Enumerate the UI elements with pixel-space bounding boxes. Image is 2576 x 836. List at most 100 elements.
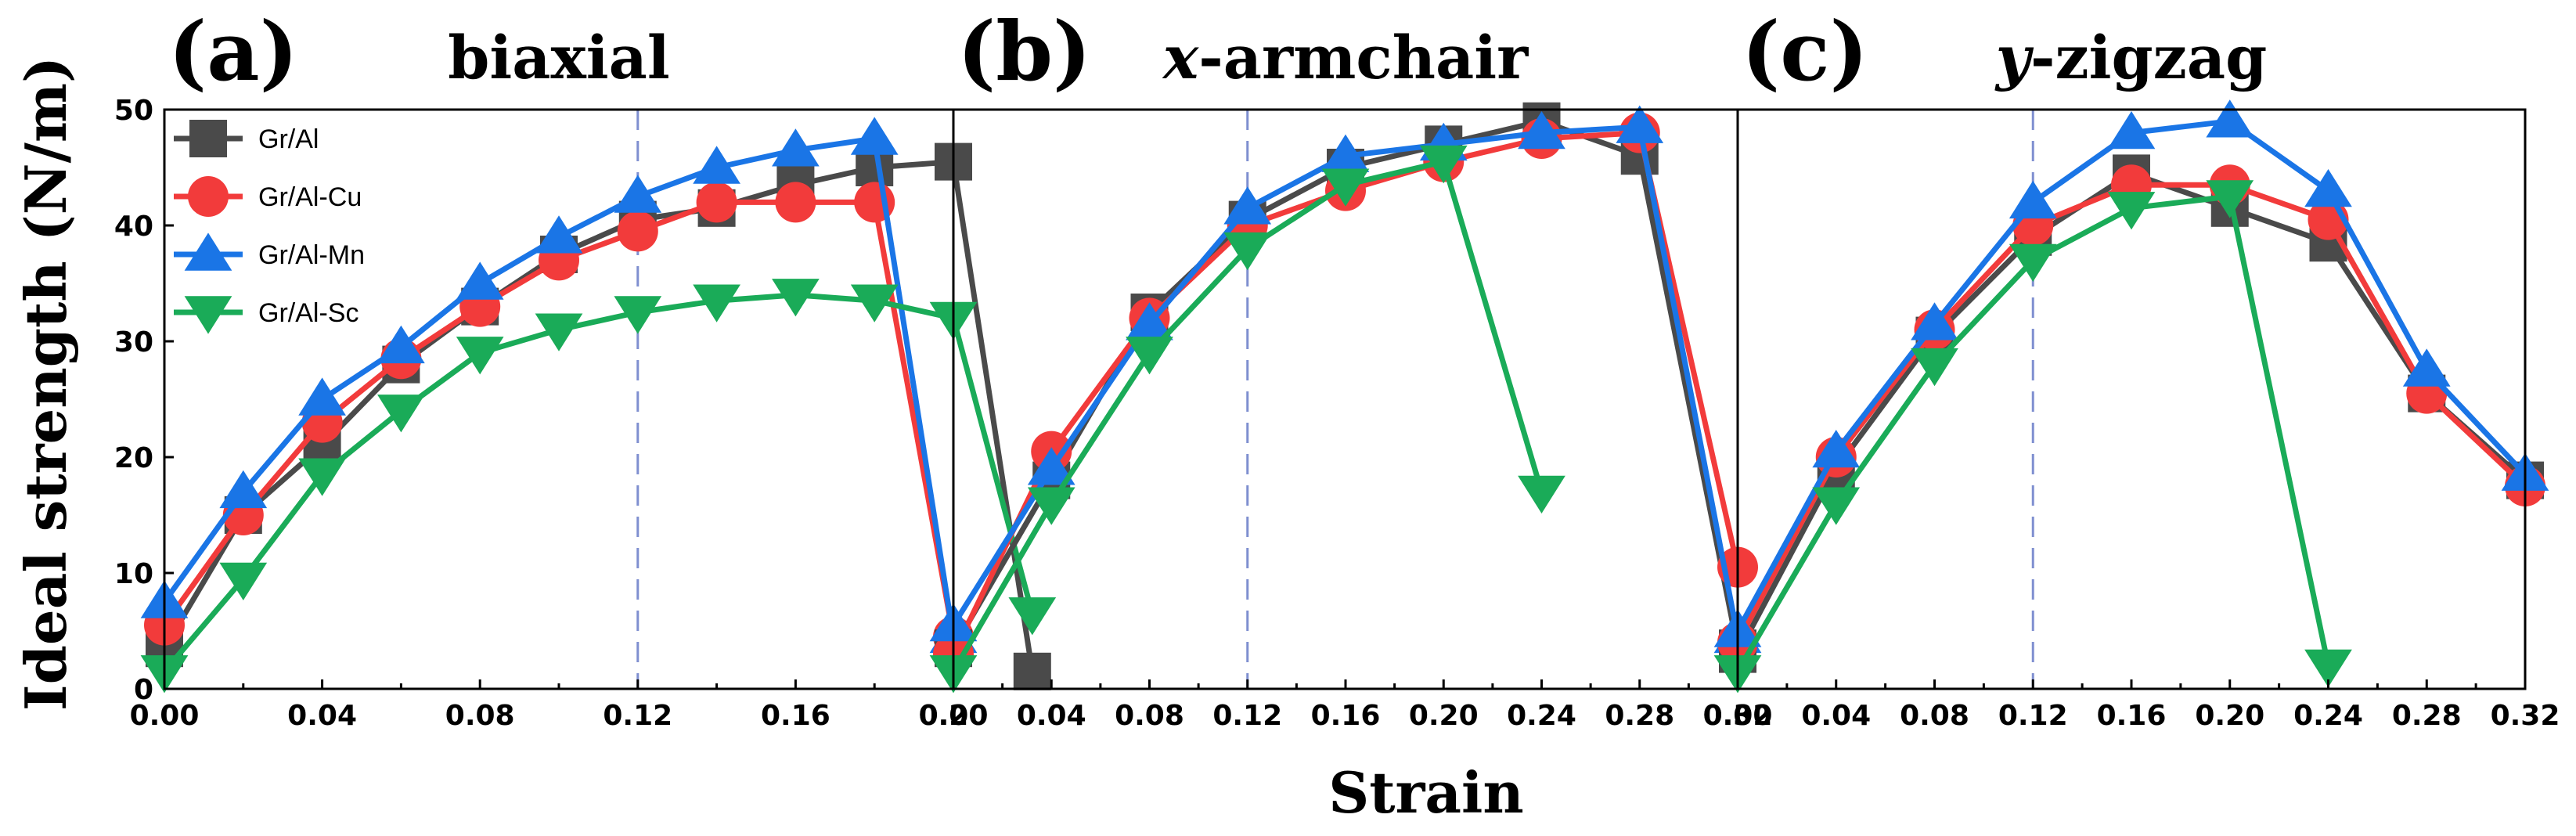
y-axis-label: Ideal strength (N/m) [13,56,79,711]
panel-1-series-3-point-4 [1321,168,1370,207]
panel-0-series-3-point-8 [772,279,820,317]
panel-0-letter: (a) [168,3,298,99]
panel-2-series-2-point-4 [2107,111,2156,150]
panel-2-letter: (c) [1742,3,1868,99]
panel-2-series-2-point-3 [2009,180,2057,219]
panel-0-series-3-line [162,292,1036,674]
panel-1-series-2-point-1 [1027,447,1075,485]
panel-0-series-1-point-8 [775,182,816,223]
panel-0-xtick-label-3: 0.12 [603,700,672,732]
panel-1-series-3-point-3 [1223,232,1272,271]
panel-1-series-2-point-6 [1518,111,1565,150]
panel-2-xtick-label-5: 0.20 [2195,700,2264,732]
panel-2-series-3-point-4 [2107,192,2156,230]
panel-2-xtick-label-6: 0.24 [2293,700,2363,732]
panel-2-series-2-point-6 [2304,169,2352,207]
panel-0-ytick-label-5: 50 [114,95,153,127]
panel-0-ytick-label-0: 0 [134,674,153,706]
panel-0-series-2-point-4 [456,261,504,300]
legend-label-0: Gr/Al [258,124,319,154]
legend-label-3: Gr/Al-Sc [258,298,358,328]
panel-0-series-2-line [162,135,957,637]
panel-2-series-2-point-2 [1911,302,1958,341]
panel-1-xtick-label-8: 0.32 [1703,700,1773,732]
panel-2-series-2-point-7 [2402,348,2451,387]
panel-0-series-3-point-1 [219,562,268,600]
panel-0-series-2-point-9 [850,117,899,155]
panel-0-xtick-label-4: 0.16 [761,700,830,732]
legend-label-1: Gr/Al-Cu [258,182,362,212]
panel-2-xtick-label-7: 0.28 [2392,700,2462,732]
panel-2-xtick-label-8: 0.32 [2491,700,2560,732]
panel-1-xtick-label-0: 0.00 [919,700,989,732]
panel-2-xtick-label-2: 0.08 [1900,700,1969,732]
x-axis-label: Strain [1328,759,1524,826]
legend: Gr/Al Gr/Al-Cu Gr/Al-Mn Gr/Al-Sc [174,120,365,334]
panel-2-series-3-point-5 [2206,180,2254,218]
panel-1-xtick-label-7: 0.28 [1605,700,1674,732]
panel-0-series-0-line [161,159,1036,672]
panel-2-title-italic: y [1994,23,2034,92]
panel-0-xtick-label-5: 0.20 [919,700,989,732]
panel-1-series-3-point-6 [1518,475,1565,513]
panel-1-series-2-point-3 [1223,186,1272,225]
panel-0-series-3-point-3 [377,395,425,433]
panel-0-ytick-label-4: 40 [114,211,153,243]
panel-series [140,99,2549,694]
panel-1-xtick-label-6: 0.24 [1507,700,1576,732]
panel-1-letter: (b) [957,3,1091,99]
panel-0-series-1-point-7 [696,182,737,223]
panel-0-series-2-point-1 [219,470,268,509]
panel-1-xtick-label-3: 0.12 [1212,700,1282,732]
panel-0-series-2-point-8 [772,128,820,167]
panel-0-series-1-point-6 [617,211,658,252]
panel-2-series-3-point-6 [2304,649,2352,687]
panel-0-xtick-label-2: 0.08 [445,700,515,732]
panel-1-xtick-label-1: 0.04 [1017,700,1086,732]
panel-1-xtick-label-2: 0.08 [1115,700,1184,732]
panel-1-series-2-point-2 [1126,302,1173,341]
panel-2-series-0-line [1735,170,2527,656]
panel-0-series-3-point-5 [535,313,583,351]
panel-0-series-0-point-11 [1013,652,1051,690]
panel-0-series-3-point-7 [693,284,740,323]
panel-2-title: y-zigzag [1994,23,2267,92]
panel-0-series-3-point-4 [456,337,504,375]
legend-label-2: Gr/Al-Mn [258,240,365,270]
panel-1-series-3-point-5 [1419,145,1468,184]
panel-1-xtick-label-5: 0.20 [1409,700,1479,732]
panel-0-ytick-label-1: 10 [114,558,153,590]
panel-1-series-2-point-4 [1321,134,1370,172]
panel-2-xtick-label-1: 0.04 [1801,700,1871,732]
panel-decor: (a) biaxial (b) x-armchair (c) y-zigzag [168,3,2267,689]
panel-1-xtick-label-4: 0.16 [1311,700,1381,732]
legend-marker-1 [188,176,229,217]
legend-marker-3 [184,296,232,334]
panel-0-series-2-point-3 [377,325,425,364]
panel-1-title-italic: x [1162,23,1200,92]
panel-0-series-3-point-11 [1008,597,1057,636]
panel-2-series-3-point-3 [2009,243,2057,282]
panel-0-title-text: biaxial [448,23,670,92]
panel-2-series-3-point-1 [1812,487,1861,525]
legend-marker-0 [189,120,227,157]
panel-2-series-1-line [1735,182,2527,644]
panel-0-series-2-point-6 [614,175,662,213]
panel-0-series-2-point-7 [693,146,740,184]
panel-2-series-2-point-1 [1812,430,1861,468]
panel-2-xtick-label-4: 0.16 [2097,700,2167,732]
panel-0-series-3-point-2 [298,458,346,496]
panel-1-series-3-point-2 [1126,337,1173,375]
panel-0-ytick-label-2: 20 [114,442,153,474]
panel-0-series-3-point-6 [614,296,662,334]
panel-0-title: biaxial [448,23,670,92]
panel-0-series-3-point-9 [850,284,899,323]
panel-1-title-text: -armchair [1198,23,1529,92]
panel-0-ytick-label-3: 30 [114,326,153,359]
panel-2-series-3-point-2 [1911,348,1958,387]
panel-1-series-3-point-1 [1027,487,1075,525]
panel-0-xtick-label-0: 0.00 [130,700,200,732]
panel-2-xtick-label-3: 0.12 [1998,700,2068,732]
